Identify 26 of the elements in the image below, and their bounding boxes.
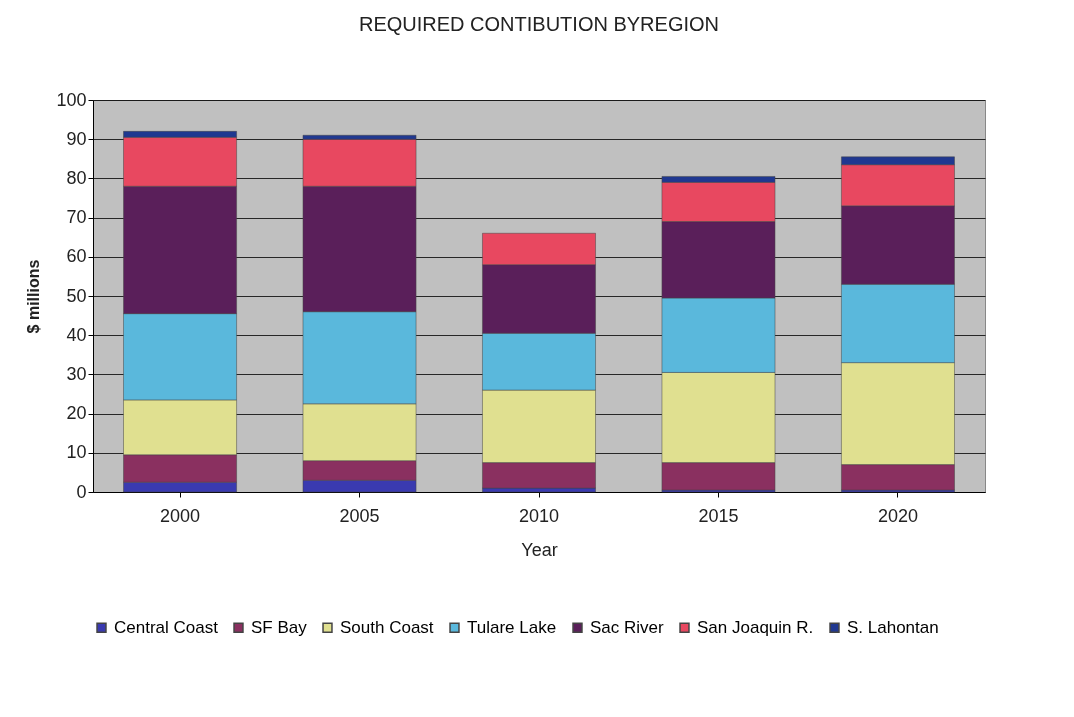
x-tick-label: 2000 xyxy=(160,505,201,526)
y-tick-label: 10 xyxy=(66,442,87,463)
chart-title: REQUIRED CONTIBUTION BYREGION xyxy=(358,13,720,35)
legend-label: SF Bay xyxy=(251,617,308,637)
x-tick-label: 2015 xyxy=(698,505,739,526)
y-axis-title: $ millions xyxy=(25,259,43,334)
legend-label: San Joaquin R. xyxy=(697,617,814,637)
y-tick-label: 70 xyxy=(66,207,87,228)
y-tick-label: 50 xyxy=(66,285,87,306)
x-axis-title: Year xyxy=(521,539,558,560)
legend-label: Central Coast xyxy=(114,617,219,637)
x-tick-label: 2020 xyxy=(877,505,918,526)
y-tick-label: 0 xyxy=(76,481,87,502)
y-tick-label: 20 xyxy=(66,403,87,424)
y-tick-label: 80 xyxy=(66,167,87,188)
y-tick-label: 40 xyxy=(66,324,87,345)
legend-label: Tulare Lake xyxy=(467,617,557,637)
x-tick-label: 2005 xyxy=(339,505,380,526)
legend-label: South Coast xyxy=(340,617,434,637)
legend-label: S. Lahontan xyxy=(847,617,939,637)
x-tick-label: 2010 xyxy=(518,505,560,526)
y-tick-label: 100 xyxy=(56,89,87,110)
y-tick-label: 90 xyxy=(66,128,87,149)
legend-label: Sac River xyxy=(590,617,665,637)
y-tick-label: 60 xyxy=(66,246,87,267)
y-tick-label: 30 xyxy=(66,363,87,384)
